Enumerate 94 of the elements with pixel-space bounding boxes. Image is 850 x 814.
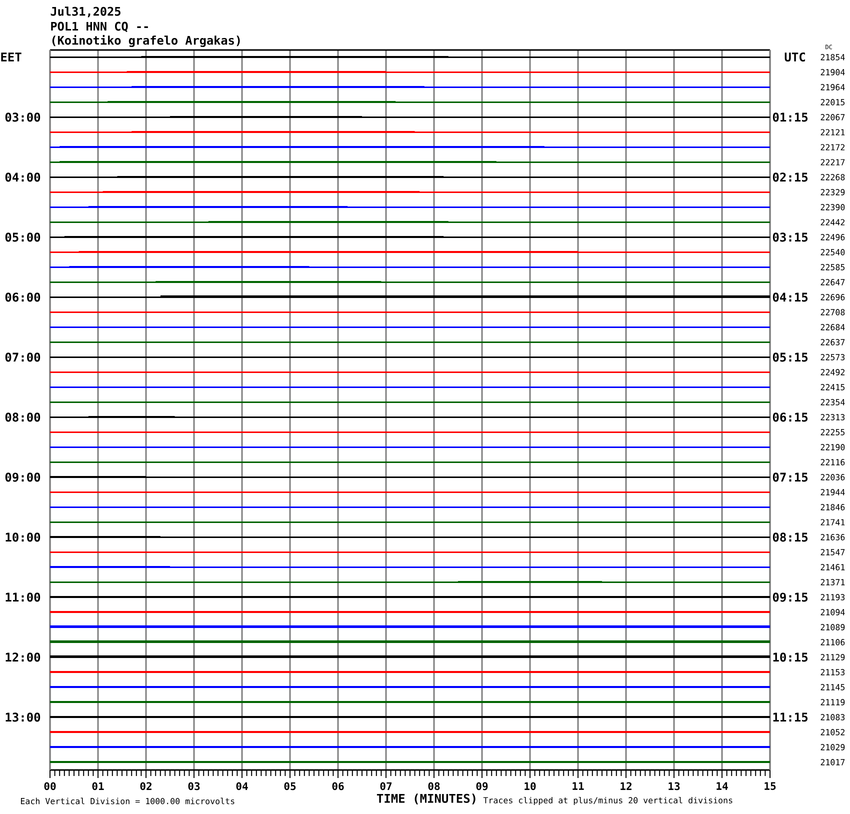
text: 22313 (820, 414, 845, 420)
text: 22121 (820, 129, 845, 136)
y-tick-label: 12:00 (6, 652, 40, 662)
text: 21145 (820, 684, 845, 690)
y2-tick-label: 07:15 (772, 472, 808, 482)
y2-axis-title: UTC (784, 52, 805, 62)
y-tick-label: 05:00 (5, 232, 40, 242)
text: 21944 (820, 489, 845, 496)
y2-tick-label: 04:15 (772, 292, 808, 302)
text: 22708 (820, 309, 845, 316)
text: 22354 (820, 399, 845, 406)
text: 21089 (820, 624, 845, 630)
y-tick-label: 07:00 (5, 352, 40, 362)
text: 21106 (820, 639, 845, 646)
text: 21017 (820, 759, 845, 766)
text: 21636 (820, 534, 845, 540)
text: 22172 (820, 144, 844, 150)
text: 21964 (820, 84, 845, 90)
y2-tick-label: 03:15 (772, 232, 808, 242)
x-tick-label: 15 (764, 782, 776, 790)
text: 21119 (820, 699, 845, 706)
text: 22015 (820, 99, 845, 106)
text: 22684 (820, 324, 845, 330)
text: 22496 (820, 234, 845, 240)
x-tick-label: 05 (284, 782, 296, 790)
x-tick-label: 08 (428, 782, 440, 790)
text: 22190 (820, 444, 845, 450)
x-tick-label: 14 (716, 782, 728, 790)
y-tick-label: 11:00 (6, 592, 40, 602)
y2-tick-label: 11:15 (773, 712, 808, 722)
y-axis-title: EET (1, 52, 22, 62)
x-tick-label: 06 (332, 782, 344, 790)
x-tick-label: 13 (668, 782, 680, 790)
text: 21461 (820, 564, 845, 570)
x-tick-label: 11 (572, 782, 584, 790)
chart-subtitle: POL1 HNN CQ -- (51, 22, 148, 32)
text: 22036 (820, 474, 845, 480)
text: 22585 (820, 264, 845, 270)
y-tick-label: 04:00 (5, 172, 40, 182)
x-tick-label: 03 (188, 782, 200, 790)
text: 22540 (820, 249, 845, 256)
text: 21029 (820, 744, 845, 750)
y2-tick-label: 05:15 (772, 352, 808, 362)
text: 22573 (820, 354, 845, 360)
y2-tick-label: 01:15 (772, 112, 808, 122)
y2-tick-label: 09:15 (772, 592, 808, 602)
text: 22415 (820, 384, 845, 390)
chart-title: Jul31,2025 (50, 6, 120, 18)
x-tick-label: 10 (524, 782, 536, 790)
text: 21904 (820, 69, 845, 76)
y-tick-label: 09:00 (5, 472, 40, 482)
text: 21052 (820, 729, 844, 736)
text: 21547 (820, 549, 845, 556)
text: 21371 (820, 579, 845, 586)
text: (Koinotiko grafelo Argakas) (52, 34, 240, 47)
text: 22067 (820, 114, 845, 120)
text: 22329 (820, 189, 845, 196)
text: 22217 (820, 159, 845, 166)
text: 21083 (820, 714, 845, 720)
y2-tick-label: 02:15 (772, 172, 808, 182)
text: 21193 (820, 594, 845, 600)
text: 21094 (820, 609, 845, 616)
text: 22268 (820, 174, 845, 180)
x-tick-label: 01 (92, 782, 104, 790)
text: 21854 (820, 54, 845, 60)
text: 22637 (820, 339, 845, 346)
text: Traces clipped at plus/minus 20 vertical divisions (483, 796, 732, 806)
text: 22696 (820, 294, 845, 300)
y-tick-label: 10:00 (6, 532, 40, 542)
text: 21741 (820, 519, 845, 526)
text: 22116 (820, 459, 845, 466)
y2-tick-label: 10:15 (773, 652, 808, 662)
y-tick-label: 03:00 (5, 112, 40, 122)
y-tick-label: 06:00 (5, 292, 40, 302)
x-tick-label: 00 (44, 782, 56, 790)
text: 21846 (820, 504, 845, 510)
text: 22390 (820, 204, 845, 210)
y-tick-label: 08:00 (5, 412, 40, 422)
text: 22647 (820, 279, 845, 286)
x-tick-label: 09 (476, 782, 488, 790)
y2-tick-label: 08:15 (772, 532, 808, 542)
x-tick-label: 04 (236, 782, 248, 790)
y2-tick-label: 06:15 (772, 412, 808, 422)
y-tick-label: 13:00 (6, 712, 40, 722)
text: 22255 (820, 429, 845, 436)
x-tick-label: 07 (380, 782, 392, 790)
text: 22492 (820, 369, 844, 376)
text: 22442 (820, 219, 844, 226)
x-axis-title: TIME (MINUTES) (376, 794, 476, 804)
text: Each Vertical Division = 1000.00 microvolts (21, 798, 234, 804)
x-tick-label: 12 (620, 782, 632, 790)
text: 21129 (820, 654, 845, 660)
x-tick-label: 02 (140, 782, 152, 790)
text: 21153 (820, 669, 845, 676)
